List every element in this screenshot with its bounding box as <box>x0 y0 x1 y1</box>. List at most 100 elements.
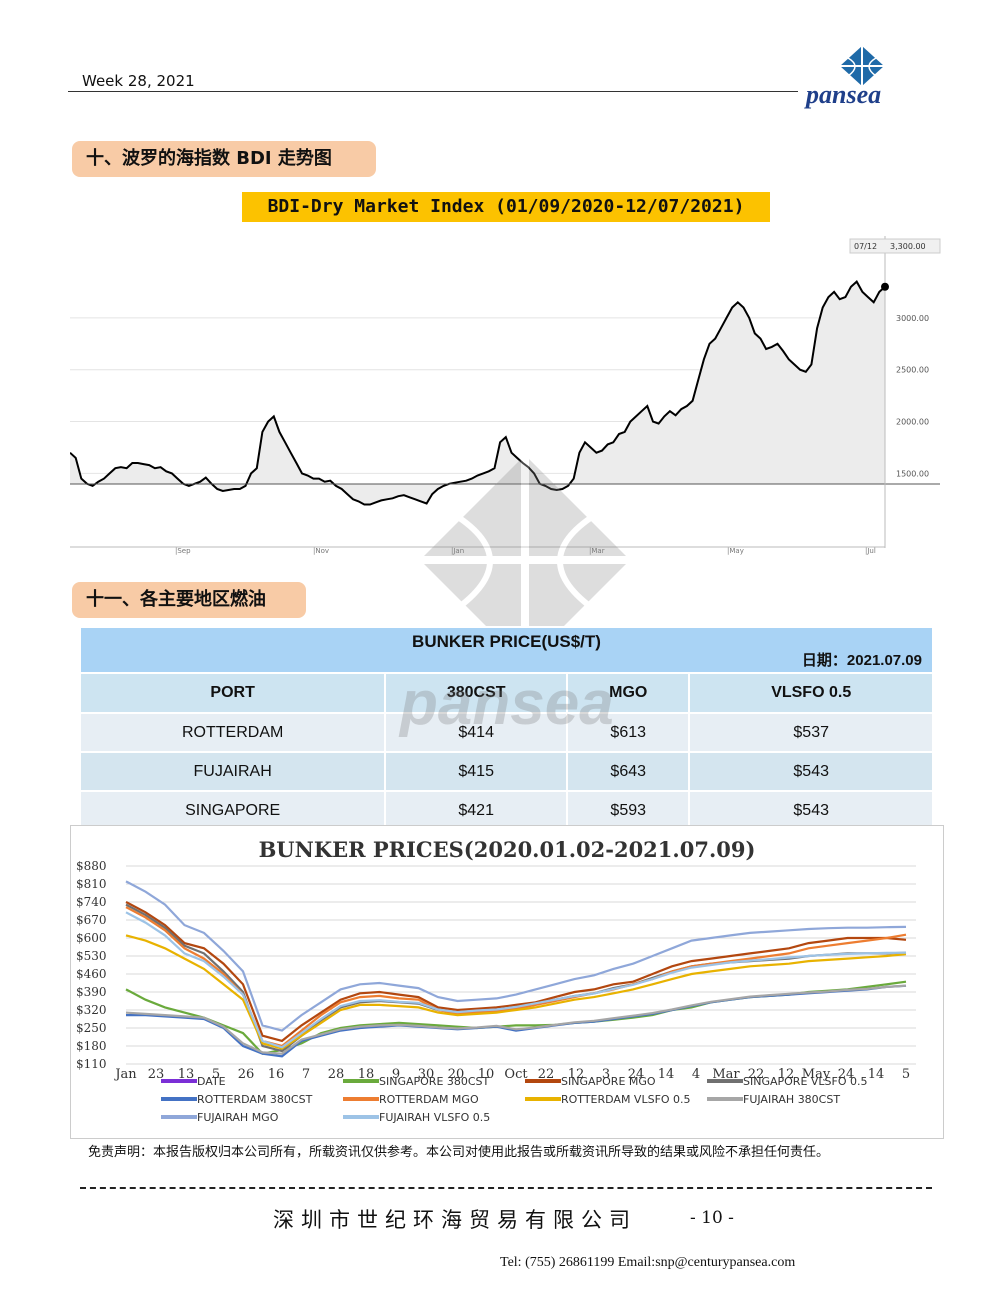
bdi-flag-value: 3,300.00 <box>890 242 926 251</box>
bunker-x-tick-label: 24 <box>628 1067 645 1082</box>
bdi-x-tick-label: |Nov <box>313 547 329 555</box>
bunker-legend-label: ROTTERDAM VLSFO 0.5 <box>561 1093 691 1106</box>
bunker-x-tick-label: 30 <box>418 1067 435 1082</box>
table-row: FUJAIRAH $415 $643 $543 <box>78 751 934 792</box>
bunker-x-tick-label: 16 <box>268 1067 285 1082</box>
bunker-series-line <box>125 911 907 1049</box>
bunker-legend-label: FUJAIRAH MGO <box>197 1111 279 1124</box>
bunker-y-tick-label: $670 <box>76 913 107 927</box>
bdi-y-tick-label: 2000.00 <box>896 418 929 427</box>
bunker-series-line <box>125 901 907 1043</box>
bunker-x-tick-label: 7 <box>302 1067 310 1082</box>
bunker-x-tick-label: 28 <box>328 1067 345 1082</box>
bdi-y-tick-label: 2500.00 <box>896 366 929 375</box>
bunker-y-tick-label: $320 <box>76 1003 107 1017</box>
pansea-logo: pansea <box>804 46 884 109</box>
bdi-y-tick-label: 3000.00 <box>896 314 929 323</box>
cell-port: SINGAPORE <box>78 790 387 831</box>
bunker-series-line <box>125 934 907 1050</box>
cell-port: FUJAIRAH <box>78 751 387 792</box>
table-title: BUNKER PRICE(US$/T) <box>412 632 601 651</box>
bunker-y-tick-label: $880 <box>76 859 107 873</box>
bunker-x-tick-label: 20 <box>448 1067 465 1082</box>
cell-380cst: $414 <box>384 712 569 753</box>
section-heading-bunker: 十一、各主要地区燃油 <box>72 582 306 618</box>
logo-text: pansea <box>804 80 881 109</box>
bunker-x-tick-label: 23 <box>148 1067 165 1082</box>
globe-icon <box>840 46 884 86</box>
bunker-x-tick-label: 5 <box>902 1067 910 1082</box>
bunker-x-tick-label: May <box>802 1067 831 1082</box>
bunker-x-tick-label: 13 <box>178 1067 195 1082</box>
cell-vlsfo: $543 <box>688 751 934 792</box>
bunker-legend-label: FUJAIRAH VLSFO 0.5 <box>379 1111 490 1124</box>
watermark-text: pansea <box>400 669 614 738</box>
bunker-x-tick-label: 3 <box>602 1067 610 1082</box>
bunker-x-tick-label: 10 <box>478 1067 495 1082</box>
cell-380cst: $415 <box>384 751 569 792</box>
bdi-chart: 3000.00 2500.00 2000.00 1500.00 |Sep |Nov |Jan… <box>70 236 942 556</box>
bunker-y-tick-label: $110 <box>76 1057 107 1071</box>
bunker-y-tick-label: $600 <box>76 931 107 945</box>
bdi-x-tick-label: |Jan <box>451 547 464 555</box>
bunker-x-tick-label: Mar <box>712 1067 740 1082</box>
cell-vlsfo: $537 <box>688 712 934 753</box>
bunker-x-tick-label: 26 <box>238 1067 255 1082</box>
bunker-y-tick-label: $390 <box>76 985 107 999</box>
bunker-x-tick-label: 4 <box>692 1067 700 1082</box>
bunker-y-tick-label: $810 <box>76 877 107 891</box>
bunker-x-tick-label: 5 <box>212 1067 220 1082</box>
bdi-x-tick-label: |Mar <box>589 547 605 555</box>
bunker-x-tick-label: 22 <box>748 1067 765 1082</box>
bunker-x-tick-label: Oct <box>504 1067 528 1082</box>
week-label: Week 28, 2021 <box>82 72 195 90</box>
cell-port: ROTTERDAM <box>78 712 387 753</box>
bunker-y-tick-label: $740 <box>76 895 107 909</box>
bunker-legend-label: SINGAPORE 380CST <box>379 1075 490 1088</box>
cell-mgo: $593 <box>566 790 691 831</box>
section-heading-bdi: 十、波罗的海指数 BDI 走势图 <box>72 141 376 177</box>
bunker-x-tick-label: 9 <box>392 1067 400 1082</box>
bunker-legend-label: ROTTERDAM MGO <box>379 1093 479 1106</box>
bdi-flag-date: 07/12 <box>854 242 877 251</box>
bunker-price-table: BUNKER PRICE(US$/T) 日期：2021.07.09 PORT 3… <box>78 626 934 831</box>
bunker-y-tick-label: $180 <box>76 1039 107 1053</box>
footer-dashed-rule <box>80 1187 932 1189</box>
bdi-area <box>70 281 885 505</box>
bunker-legend-label: SINGAPORE MGO <box>561 1075 656 1088</box>
column-header-port: PORT <box>78 672 387 714</box>
bdi-chart-title: BDI-Dry Market Index (01/09/2020-12/07/2… <box>242 192 770 222</box>
bunker-legend-label: ROTTERDAM 380CST <box>197 1093 313 1106</box>
company-name: 深圳市世纪环海贸易有限公司 <box>273 1208 637 1232</box>
table-date: 日期：2021.07.09 <box>801 652 922 669</box>
bunker-y-tick-label: $250 <box>76 1021 107 1035</box>
bdi-x-tick-label: |Jul <box>865 547 876 555</box>
header-rule <box>68 91 798 92</box>
pansea-watermark-icon <box>420 455 630 665</box>
bunker-x-tick-label: 14 <box>868 1067 885 1082</box>
contact-info: Tel: (755) 26861199 Email:snp@centurypan… <box>500 1255 796 1270</box>
bunker-legend-label: SINGAPORE VLSFO 0.5 <box>743 1075 868 1088</box>
column-header-vlsfo: VLSFO 0.5 <box>688 672 934 714</box>
bunker-chart: BUNKER PRICES(2020.01.02-2021.07.09) $880… <box>76 837 916 1124</box>
bunker-x-tick-label: 12 <box>568 1067 585 1082</box>
table-row: ROTTERDAM $414 $613 $537 <box>78 712 934 753</box>
bdi-y-tick-label: 1500.00 <box>896 469 929 478</box>
bunker-series-line <box>125 880 907 1032</box>
disclaimer: 免责声明：本报告版权归本公司所有，所载资讯仅供参考。本公司对使用此报告或所载资讯… <box>88 1145 830 1160</box>
bdi-x-tick-label: |May <box>727 547 744 555</box>
bunker-x-tick-label: 12 <box>778 1067 795 1082</box>
bunker-series-line <box>125 984 907 1055</box>
bunker-x-tick-label: 18 <box>358 1067 375 1082</box>
table-row: SINGAPORE $421 $593 $543 <box>78 790 934 831</box>
bunker-x-tick-label: 22 <box>538 1067 555 1082</box>
bdi-flag-box <box>849 238 941 254</box>
cell-mgo: $613 <box>566 712 691 753</box>
bunker-chart-frame: BUNKER PRICES(2020.01.02-2021.07.09) $880… <box>70 825 944 1139</box>
column-header-380cst: 380CST <box>384 672 569 714</box>
bdi-series-line <box>70 280 886 506</box>
cell-vlsfo: $543 <box>688 790 934 831</box>
bunker-x-tick-label: 14 <box>658 1067 675 1082</box>
cell-mgo: $643 <box>566 751 691 792</box>
bdi-last-point <box>881 282 889 291</box>
